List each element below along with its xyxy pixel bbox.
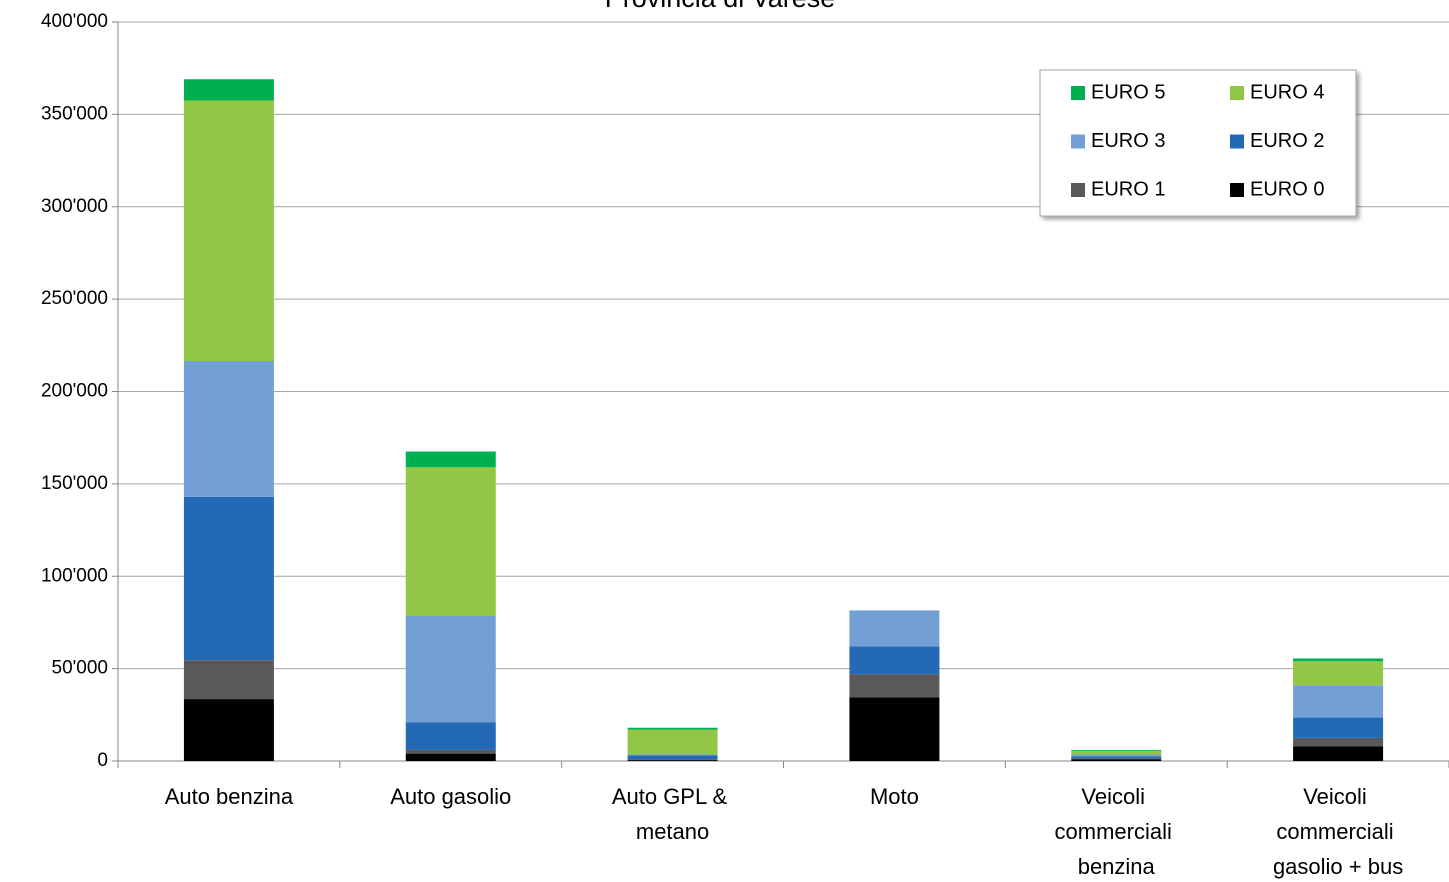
bar-segment [1071, 754, 1162, 757]
bar-segment [405, 722, 496, 750]
bar-segment [1071, 750, 1162, 755]
bar-segment [849, 674, 940, 698]
y-tick-label: 150'000 [41, 473, 108, 494]
bar-segment [405, 451, 496, 468]
bar-segment [1293, 717, 1384, 738]
y-tick-label: 350'000 [41, 103, 108, 124]
y-tick-label: 400'000 [41, 11, 108, 32]
bar-segment [183, 79, 274, 101]
bar-segment [1071, 758, 1162, 760]
x-tick-label: Auto GPL & metano [612, 784, 733, 844]
x-tick-label: Auto gasolio [390, 784, 511, 809]
legend-swatch [1230, 134, 1244, 149]
bar-segment [627, 760, 718, 761]
bar-segment [183, 361, 274, 497]
bar-segment [1071, 759, 1162, 761]
chart-title: Provincia di Varese [605, 0, 836, 13]
legend-label: EURO 0 [1250, 178, 1324, 200]
legend-swatch [1071, 86, 1085, 100]
bar-segment [1293, 661, 1384, 686]
bar-segment [183, 100, 274, 362]
bar-segment [183, 699, 274, 761]
x-tick-label: Moto [870, 784, 919, 809]
bar-segment [627, 759, 718, 761]
y-tick-label: 50'000 [52, 658, 108, 679]
bar-segment [627, 727, 718, 730]
y-tick-label: 0 [97, 750, 108, 771]
legend-swatch [1230, 86, 1244, 100]
bar-segment [1071, 749, 1162, 751]
y-tick-label: 250'000 [41, 288, 108, 309]
legend-swatch [1071, 183, 1085, 197]
y-tick-label: 200'000 [41, 381, 108, 402]
bar-segment [405, 753, 496, 761]
legend-label: EURO 1 [1091, 178, 1165, 200]
y-tick-label: 300'000 [41, 196, 108, 217]
legend-label: EURO 4 [1250, 81, 1324, 103]
bar-segment [1293, 746, 1384, 761]
bar-segment [405, 467, 496, 616]
x-tick-label: Veicoli commerciali gasolio + bus [1273, 784, 1403, 879]
y-tick-label: 100'000 [41, 565, 108, 586]
legend-label: EURO 3 [1091, 130, 1165, 152]
bar-segment [405, 749, 496, 754]
bar-segment [1293, 737, 1384, 747]
bar-segment [627, 729, 718, 755]
bar-segment [1071, 756, 1162, 759]
legend-label: EURO 2 [1250, 130, 1324, 152]
bar-segment [183, 660, 274, 700]
bar-segment [627, 755, 718, 760]
bar-segment [183, 496, 274, 661]
x-tick-label: Auto benzina [165, 784, 294, 809]
bar-segment [849, 697, 940, 761]
x-tick-label: Veicoli commerciali benzina [1055, 784, 1178, 879]
legend-label: EURO 5 [1091, 81, 1165, 103]
legend-swatch [1230, 183, 1244, 197]
bar-segment [1293, 685, 1384, 718]
legend: EURO 5 EURO 4 EURO 3 EURO 2 EURO 1 EURO 0 [1039, 69, 1357, 217]
legend-box [1039, 69, 1357, 217]
bar-segment [849, 610, 940, 647]
bar-segment [849, 646, 940, 675]
bar-segment [405, 615, 496, 723]
legend-swatch [1071, 134, 1085, 149]
bar-segment [1293, 658, 1384, 662]
bar-segment [627, 754, 718, 756]
